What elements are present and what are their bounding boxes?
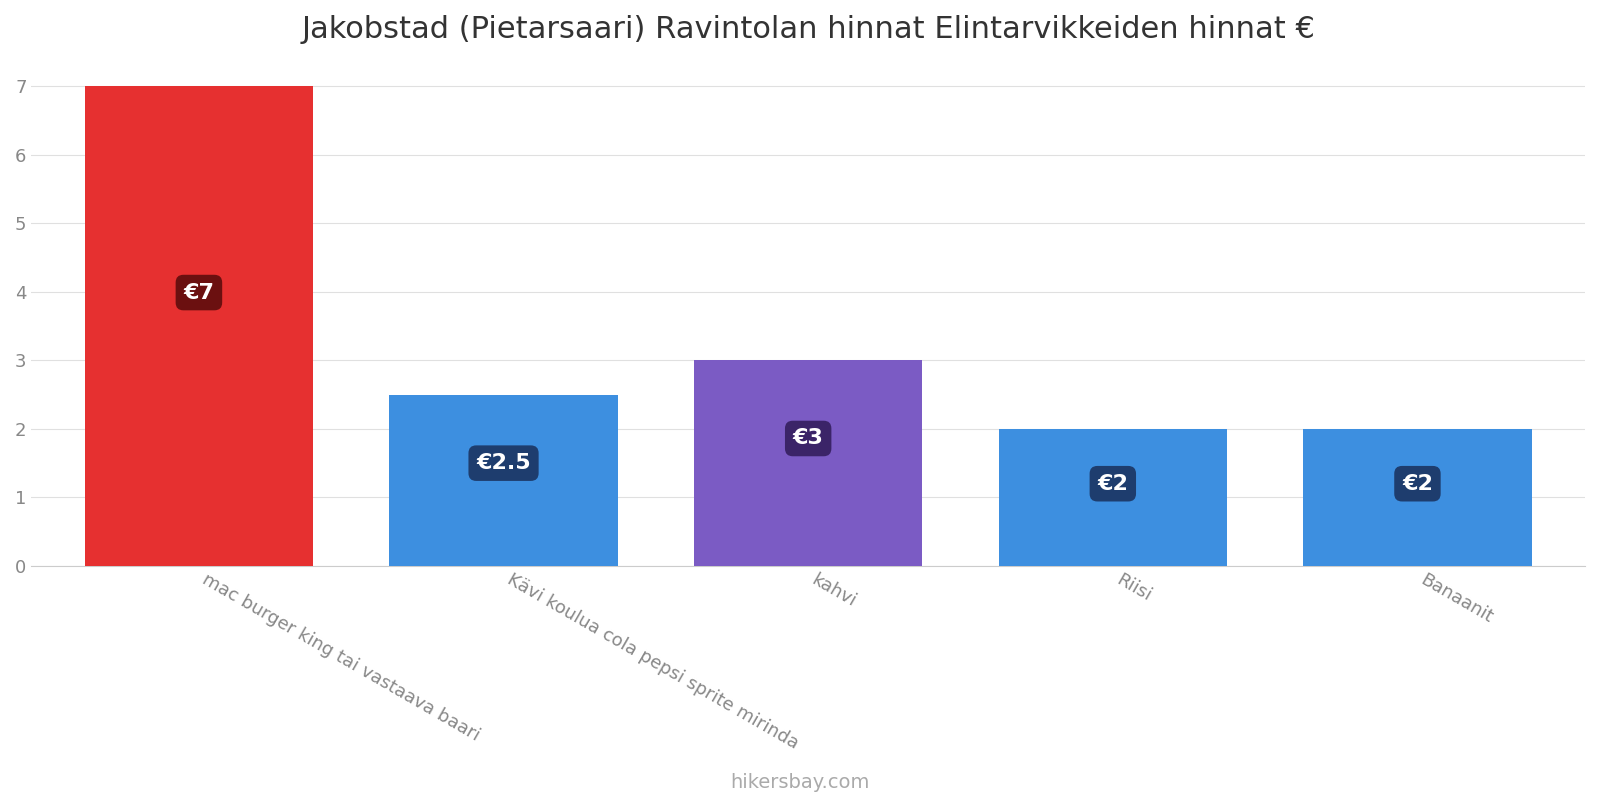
Bar <box>85 86 314 566</box>
Title: Jakobstad (Pietarsaari) Ravintolan hinnat Elintarvikkeiden hinnat €: Jakobstad (Pietarsaari) Ravintolan hinna… <box>301 15 1315 44</box>
Bar <box>1304 429 1531 566</box>
Text: €2.5: €2.5 <box>477 453 531 473</box>
Text: hikersbay.com: hikersbay.com <box>730 773 870 792</box>
Text: €3: €3 <box>792 429 824 449</box>
Bar <box>694 360 923 566</box>
Bar <box>998 429 1227 566</box>
Text: €7: €7 <box>184 282 214 302</box>
Bar <box>389 394 618 566</box>
Text: €2: €2 <box>1098 474 1128 494</box>
Text: €2: €2 <box>1402 474 1434 494</box>
